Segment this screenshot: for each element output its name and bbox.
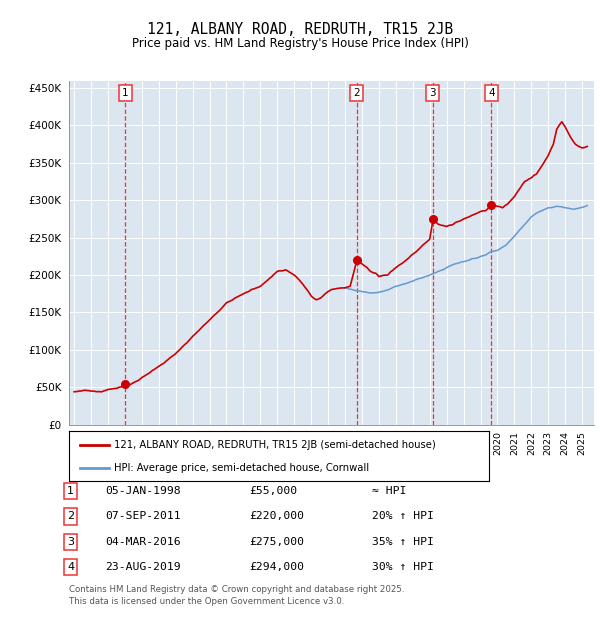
Text: £220,000: £220,000 — [249, 512, 304, 521]
Text: HPI: Average price, semi-detached house, Cornwall: HPI: Average price, semi-detached house,… — [115, 463, 370, 473]
Text: 3: 3 — [67, 537, 74, 547]
Text: 4: 4 — [488, 88, 494, 99]
Text: 23-AUG-2019: 23-AUG-2019 — [105, 562, 181, 572]
Text: 05-JAN-1998: 05-JAN-1998 — [105, 486, 181, 496]
Text: 4: 4 — [67, 562, 74, 572]
Text: 04-MAR-2016: 04-MAR-2016 — [105, 537, 181, 547]
Text: 121, ALBANY ROAD, REDRUTH, TR15 2JB: 121, ALBANY ROAD, REDRUTH, TR15 2JB — [147, 22, 453, 37]
Text: 2: 2 — [67, 512, 74, 521]
Text: 3: 3 — [429, 88, 436, 99]
Text: 1: 1 — [122, 88, 129, 99]
Text: £275,000: £275,000 — [249, 537, 304, 547]
Text: 2: 2 — [353, 88, 360, 99]
Text: 1: 1 — [67, 486, 74, 496]
Text: £294,000: £294,000 — [249, 562, 304, 572]
Text: 35% ↑ HPI: 35% ↑ HPI — [372, 537, 434, 547]
Text: 121, ALBANY ROAD, REDRUTH, TR15 2JB (semi-detached house): 121, ALBANY ROAD, REDRUTH, TR15 2JB (sem… — [115, 440, 436, 450]
Text: £55,000: £55,000 — [249, 486, 297, 496]
Text: 20% ↑ HPI: 20% ↑ HPI — [372, 512, 434, 521]
Text: Contains HM Land Registry data © Crown copyright and database right 2025.: Contains HM Land Registry data © Crown c… — [69, 585, 404, 594]
Text: 07-SEP-2011: 07-SEP-2011 — [105, 512, 181, 521]
Text: ≈ HPI: ≈ HPI — [372, 486, 406, 496]
Text: 30% ↑ HPI: 30% ↑ HPI — [372, 562, 434, 572]
Text: This data is licensed under the Open Government Licence v3.0.: This data is licensed under the Open Gov… — [69, 597, 344, 606]
Text: Price paid vs. HM Land Registry's House Price Index (HPI): Price paid vs. HM Land Registry's House … — [131, 37, 469, 50]
